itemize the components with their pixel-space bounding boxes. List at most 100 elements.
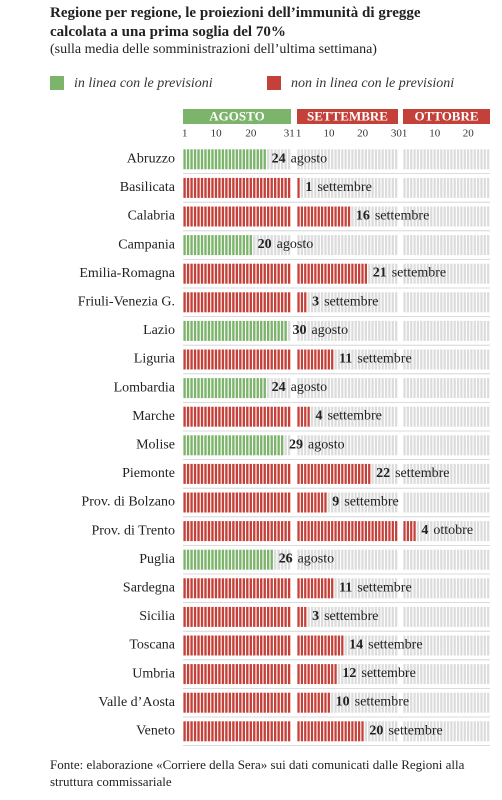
day-stripe — [361, 435, 364, 456]
day-stripe — [310, 378, 314, 399]
day-stripe — [239, 492, 242, 513]
day-stripe — [214, 635, 218, 656]
day-stripe — [249, 206, 252, 227]
day-stripe — [232, 435, 235, 456]
day-stripe — [483, 492, 486, 513]
day-stripe — [423, 549, 426, 570]
day-stripe — [249, 492, 252, 513]
day-stripe — [197, 263, 200, 284]
day-stripe — [420, 721, 423, 742]
day-stripe — [235, 664, 239, 685]
day-stripe — [317, 378, 320, 399]
day-stripe — [388, 206, 391, 227]
day-stripe — [242, 320, 246, 341]
x-tick-label: 20 — [245, 128, 257, 140]
day-stripe — [246, 521, 249, 542]
day-stripe — [211, 463, 214, 484]
day-stripe — [483, 378, 486, 399]
day-stripe — [453, 664, 456, 685]
day-stripe — [388, 235, 391, 256]
day-stripe — [436, 435, 440, 456]
day-stripe — [324, 378, 327, 399]
day-stripe — [232, 578, 235, 599]
day-stripe — [388, 406, 391, 427]
bar-stripes — [183, 721, 490, 742]
day-stripe — [270, 521, 273, 542]
day-stripe — [453, 521, 456, 542]
day-stripe — [337, 206, 341, 227]
day-stripe — [235, 578, 239, 599]
day-stripe — [197, 549, 200, 570]
day-stripe — [314, 692, 317, 713]
day-stripe — [263, 435, 266, 456]
day-stripe — [235, 320, 239, 341]
day-stripe — [426, 521, 430, 542]
day-stripe — [297, 235, 300, 256]
day-stripe — [337, 406, 341, 427]
day-stripe — [232, 549, 235, 570]
day-stripe — [267, 406, 270, 427]
day-stripe — [470, 721, 473, 742]
day-stripe — [423, 149, 426, 170]
day-stripe — [211, 635, 214, 656]
day-stripe — [193, 263, 197, 284]
day-stripe — [200, 406, 204, 427]
day-stripe — [190, 292, 193, 313]
day-stripe — [364, 320, 367, 341]
day-stripe — [235, 606, 239, 627]
day-stripe — [337, 263, 341, 284]
day-stripe — [436, 263, 440, 284]
day-stripe — [277, 635, 280, 656]
day-stripe — [310, 521, 314, 542]
day-stripe — [253, 606, 256, 627]
day-stripe — [284, 235, 287, 256]
day-stripe — [361, 721, 364, 742]
day-stripe — [477, 435, 480, 456]
day-stripe — [381, 721, 384, 742]
day-stripe — [324, 406, 327, 427]
day-stripe — [374, 521, 378, 542]
day-stripe — [249, 292, 252, 313]
day-stripe — [341, 206, 344, 227]
day-stripe — [263, 149, 266, 170]
x-tick-label: 20 — [357, 128, 369, 140]
bar-stripes — [183, 435, 490, 456]
day-stripe — [466, 292, 470, 313]
day-stripe — [473, 635, 476, 656]
day-stripe — [200, 549, 204, 570]
day-stripe — [267, 692, 270, 713]
day-stripe — [374, 149, 378, 170]
day-stripe — [207, 320, 211, 341]
day-stripe — [453, 692, 456, 713]
day-stripe — [423, 492, 426, 513]
day-stripe — [314, 721, 317, 742]
day-stripe — [371, 378, 374, 399]
day-stripe — [327, 292, 330, 313]
day-stripe — [280, 378, 284, 399]
day-stripe — [416, 635, 420, 656]
value-label: 12 settembre — [342, 666, 415, 681]
day-stripe — [371, 177, 374, 198]
day-stripe — [416, 177, 420, 198]
day-stripe — [473, 492, 476, 513]
day-stripe — [371, 492, 374, 513]
day-stripe — [304, 349, 307, 370]
bar-stripes — [183, 549, 490, 570]
day-stripe — [430, 263, 433, 284]
day-stripe — [374, 263, 378, 284]
day-stripe — [200, 149, 204, 170]
day-stripe — [317, 692, 320, 713]
value-day: 9 — [332, 495, 339, 510]
day-stripe — [371, 435, 374, 456]
day-stripe — [341, 606, 344, 627]
day-stripe — [354, 606, 357, 627]
day-stripe — [277, 435, 280, 456]
day-stripe — [207, 721, 211, 742]
day-stripe — [214, 549, 218, 570]
day-stripe — [460, 378, 463, 399]
day-stripe — [297, 492, 300, 513]
day-stripe — [307, 263, 310, 284]
day-stripe — [327, 463, 330, 484]
day-stripe — [368, 177, 371, 198]
day-stripe — [242, 521, 246, 542]
